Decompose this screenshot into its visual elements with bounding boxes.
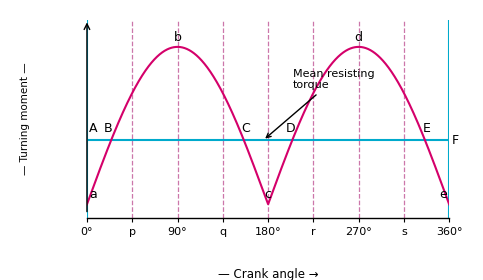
- Text: — Turning moment —: — Turning moment —: [20, 63, 30, 175]
- Text: C: C: [242, 122, 250, 135]
- Text: A: A: [89, 122, 98, 135]
- Text: d: d: [355, 31, 363, 44]
- Text: D: D: [285, 122, 295, 135]
- Text: B: B: [104, 122, 113, 135]
- Text: F: F: [452, 134, 459, 147]
- Text: E: E: [423, 122, 431, 135]
- Text: — Crank angle →: — Crank angle →: [218, 268, 318, 280]
- Text: a: a: [89, 188, 97, 201]
- Text: c: c: [265, 188, 271, 201]
- Text: b: b: [173, 31, 182, 44]
- Text: e: e: [440, 188, 447, 201]
- Text: Mean resisting
torque: Mean resisting torque: [266, 69, 375, 137]
